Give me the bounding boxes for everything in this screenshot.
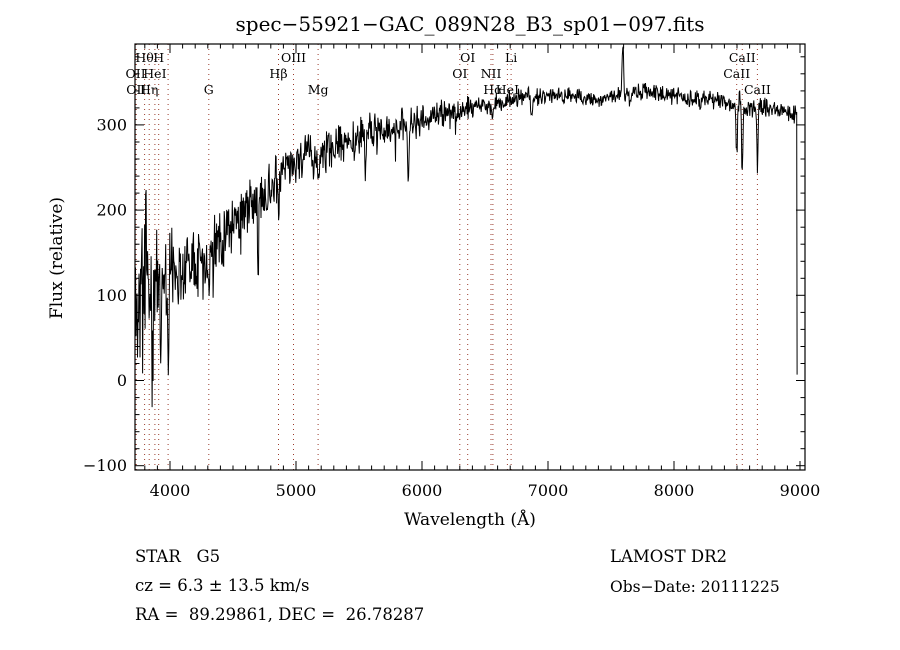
svg-text:H: H — [153, 50, 164, 65]
svg-text:Li: Li — [505, 50, 517, 65]
svg-text:Hθ: Hθ — [135, 50, 153, 65]
svg-text:9000: 9000 — [780, 481, 821, 500]
svg-text:4000: 4000 — [150, 481, 191, 500]
svg-text:8000: 8000 — [654, 481, 695, 500]
svg-text:CaII: CaII — [723, 66, 750, 81]
svg-text:CaII: CaII — [744, 82, 771, 97]
ra-dec-label: RA = 89.29861, DEC = 26.78287 — [135, 605, 425, 624]
plot-title: spec−55921−GAC_089N28_B3_sp01−097.fits — [235, 12, 705, 36]
svg-text:6000: 6000 — [402, 481, 443, 500]
y-axis-title: Flux (relative) — [47, 196, 67, 320]
svg-text:200: 200 — [96, 201, 127, 220]
svg-text:HeI: HeI — [143, 66, 166, 81]
spectrum-trace — [135, 46, 798, 408]
svg-text:OI: OI — [460, 50, 475, 65]
svg-text:Hη: Hη — [140, 82, 158, 97]
svg-text:OII: OII — [126, 82, 146, 97]
object-class-label: STAR G5 — [135, 547, 221, 566]
svg-text:NII: NII — [481, 66, 502, 81]
y-tick-labels: −100 0 100 200 300 — [83, 115, 127, 475]
x-tick-labels: 4000 5000 6000 7000 8000 9000 — [150, 481, 821, 500]
x-axis-title: Wavelength (Å) — [404, 510, 536, 530]
svg-text:Mg: Mg — [308, 82, 329, 97]
svg-text:OIII: OIII — [281, 50, 306, 65]
survey-label: LAMOST DR2 — [610, 547, 727, 566]
svg-text:CaII: CaII — [729, 50, 756, 65]
svg-text:Hα: Hα — [483, 82, 503, 97]
redshift-velocity-label: cz = 6.3 ± 13.5 km/s — [135, 576, 310, 595]
axis-ticks — [135, 44, 805, 470]
svg-text:100: 100 — [96, 286, 127, 305]
svg-text:HeI: HeI — [496, 82, 519, 97]
svg-text:0: 0 — [117, 371, 127, 390]
spectral-line-markers — [135, 44, 758, 470]
svg-text:7000: 7000 — [528, 481, 569, 500]
svg-text:5000: 5000 — [276, 481, 317, 500]
svg-text:G: G — [204, 82, 214, 97]
obs-date-label: Obs−Date: 20111225 — [610, 578, 780, 596]
spectral-line-labels: OIIOIIHθHηHeIHGHβOIIIMgOIOINIIHαHeILiCaI… — [126, 50, 771, 97]
svg-text:Hβ: Hβ — [269, 66, 287, 81]
svg-text:OI: OI — [452, 66, 467, 81]
svg-text:300: 300 — [96, 115, 127, 134]
svg-text:−100: −100 — [83, 456, 127, 475]
plot-frame — [134, 43, 806, 471]
